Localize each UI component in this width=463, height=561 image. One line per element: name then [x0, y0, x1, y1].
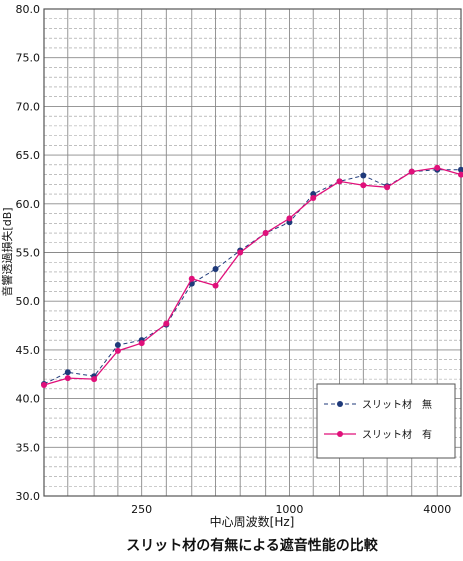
- legend-marker-series-2: [337, 431, 343, 437]
- series-2-point: [434, 164, 441, 171]
- series-1-point: [458, 166, 463, 173]
- y-tick-label: 75.0: [16, 52, 41, 65]
- y-tick-label: 40.0: [16, 393, 41, 406]
- series-2-point: [360, 182, 367, 189]
- series-2-point: [64, 375, 71, 382]
- series-2-point: [188, 275, 195, 282]
- legend-label-series-1: スリット材 無: [362, 398, 432, 411]
- chart-title: スリット材の有無による遮音性能の比較: [126, 537, 379, 554]
- series-1-point: [114, 342, 121, 349]
- series-1-point: [360, 172, 367, 179]
- series-1-point: [212, 266, 219, 273]
- y-tick-label: 70.0: [16, 100, 41, 113]
- series-2-point: [408, 168, 415, 175]
- series-2-point: [163, 320, 170, 327]
- y-tick-labels: 30.0 35.0 40.0 45.0 50.0 55.0 60.0 65.0 70.0 75.0…: [16, 3, 41, 503]
- x-tick-labels: 250 1000 4000: [131, 503, 451, 516]
- x-tick-label: 1000: [275, 503, 303, 516]
- x-tick-label: 250: [131, 503, 152, 516]
- y-tick-label: 60.0: [16, 198, 41, 211]
- series-2-point: [114, 347, 121, 354]
- series-2-point: [336, 178, 343, 185]
- legend-label-series-2: スリット材 有: [362, 428, 432, 441]
- y-tick-label: 55.0: [16, 247, 41, 260]
- y-tick-label: 35.0: [16, 441, 41, 454]
- series-1-point: [64, 369, 71, 376]
- y-tick-label: 45.0: [16, 344, 41, 357]
- series-2-point: [458, 171, 463, 178]
- series-line-1: [43, 169, 461, 385]
- series-2-point: [237, 249, 244, 256]
- x-axis-label: 中心周波数[Hz]: [210, 514, 295, 529]
- y-axis-label: 音響透過損失[dB]: [0, 207, 14, 296]
- legend-box: [316, 383, 456, 459]
- y-tick-label: 65.0: [16, 149, 41, 162]
- series-2-point: [212, 282, 219, 289]
- y-tick-label: 50.0: [16, 295, 41, 308]
- plot-frame: [43, 8, 462, 497]
- series-2-point: [41, 381, 47, 388]
- series-2-point: [310, 194, 317, 201]
- legend-marker-series-1: [337, 401, 343, 407]
- series-2-point: [91, 376, 98, 383]
- series-2-point: [262, 230, 269, 237]
- series-2-point: [138, 340, 145, 347]
- x-tick-label: 4000: [423, 503, 451, 516]
- series-layer: [41, 164, 463, 388]
- series-line-2: [43, 167, 462, 386]
- legend: スリット材 無 スリット材 有: [316, 383, 456, 459]
- series-2-point: [384, 184, 391, 191]
- series-2-point: [286, 215, 293, 222]
- y-tick-label: 30.0: [16, 490, 41, 503]
- y-tick-label: 80.0: [16, 3, 41, 16]
